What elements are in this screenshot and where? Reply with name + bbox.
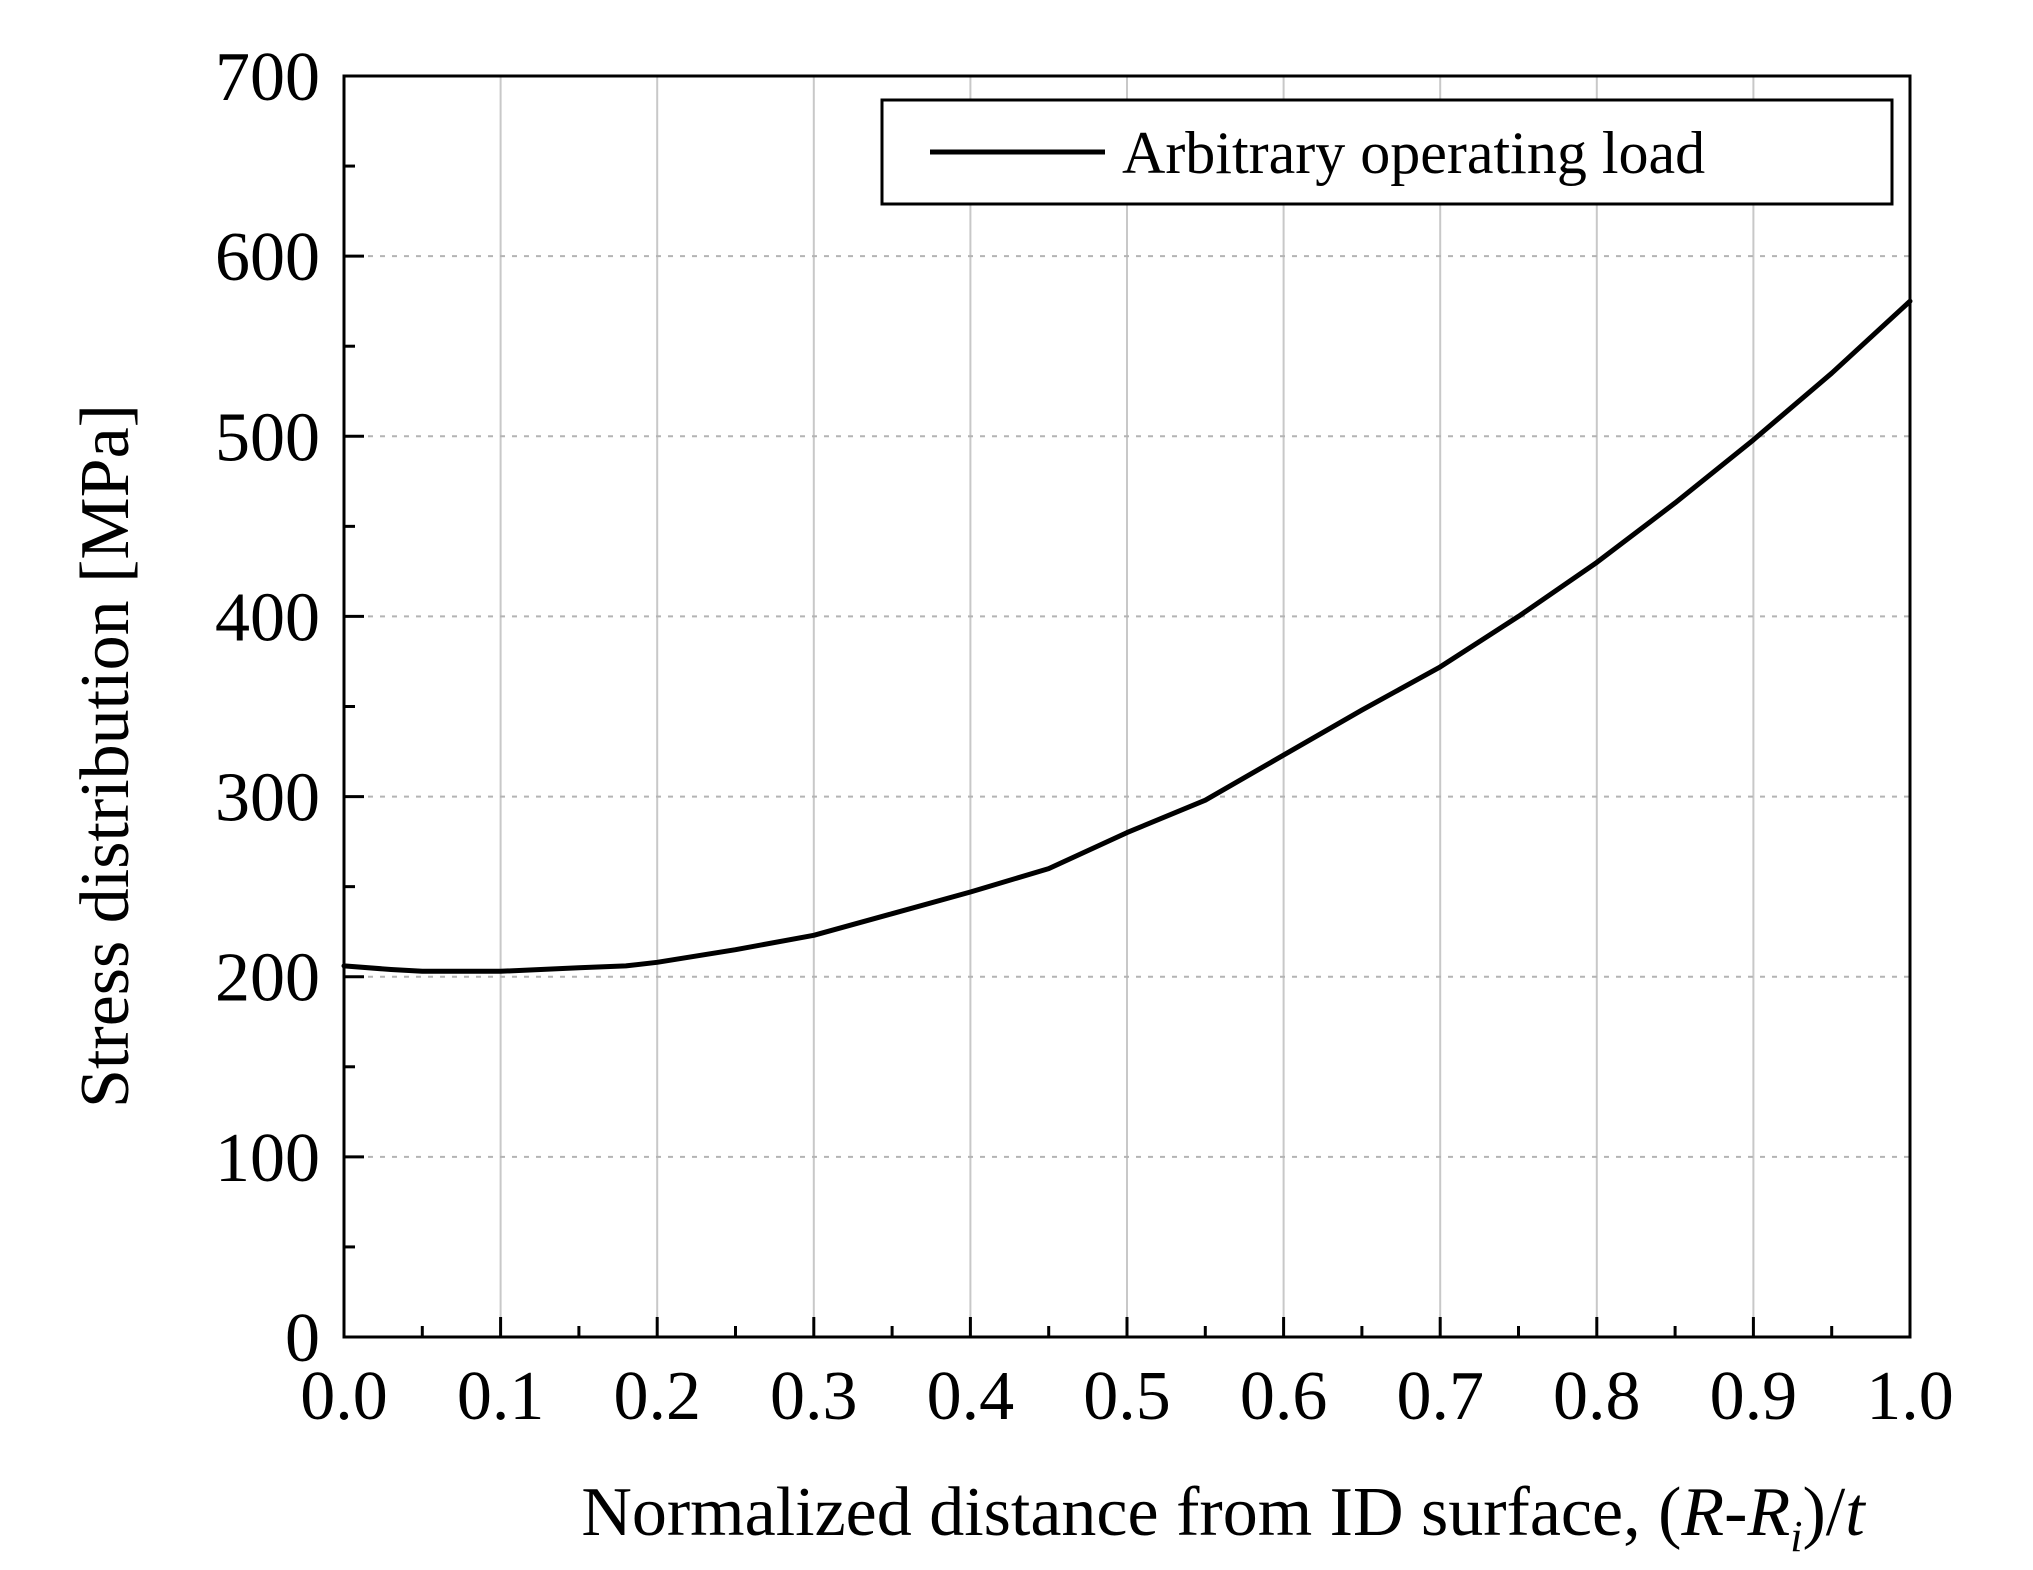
x-tick-label: 1.0 <box>1866 1358 1954 1435</box>
y-tick-label: 400 <box>215 579 320 656</box>
x-tick-label: 0.9 <box>1710 1358 1798 1435</box>
x-axis-title-subscript: i <box>1790 1512 1802 1561</box>
x-tick-label: 0.2 <box>613 1358 701 1435</box>
x-axis-title-r: R <box>1680 1474 1724 1551</box>
x-tick-label: 0.0 <box>300 1358 388 1435</box>
x-tick-label: 0.6 <box>1240 1358 1328 1435</box>
x-axis-title-r2: R <box>1746 1474 1790 1551</box>
tick-marks <box>342 74 1912 1339</box>
x-axis-title: Normalized distance from ID surface, (R-… <box>581 1474 1866 1561</box>
x-axis-title-dash: - <box>1724 1474 1747 1551</box>
x-tick-label: 0.8 <box>1553 1358 1641 1435</box>
y-tick-label: 300 <box>215 760 320 837</box>
x-axis-title-t: t <box>1845 1474 1866 1551</box>
legend: Arbitrary operating load <box>880 98 1894 206</box>
y-tick-label: 0 <box>285 1300 320 1377</box>
x-tick-label: 0.1 <box>457 1358 545 1435</box>
x-tick-label: 0.7 <box>1396 1358 1484 1435</box>
grid <box>344 76 1910 1337</box>
y-tick-label: 500 <box>215 399 320 476</box>
x-tick-label: 0.3 <box>770 1358 858 1435</box>
x-axis-title-close: )/ <box>1802 1474 1845 1551</box>
y-axis-title: Stress distribution [MPa] <box>67 404 144 1108</box>
y-tick-labels: 0 100 200 300 400 500 600 700 <box>215 39 320 1377</box>
series-line <box>341 298 1913 974</box>
y-tick-label: 600 <box>215 219 320 296</box>
x-tick-label: 0.4 <box>927 1358 1015 1435</box>
series-layer <box>341 298 1913 974</box>
x-axis-title-main: Normalized distance from ID surface, <box>581 1474 1658 1551</box>
x-axis-title-open-paren: ( <box>1658 1474 1681 1551</box>
legend-label: Arbitrary operating load <box>1122 120 1705 186</box>
x-tick-labels: 0.0 0.1 0.2 0.3 0.4 0.5 0.6 0.7 0.8 0.9 1.0 <box>300 1358 1954 1435</box>
y-tick-label: 700 <box>215 39 320 116</box>
x-tick-label: 0.5 <box>1083 1358 1171 1435</box>
y-tick-label: 100 <box>215 1120 320 1197</box>
y-tick-label: 200 <box>215 940 320 1017</box>
